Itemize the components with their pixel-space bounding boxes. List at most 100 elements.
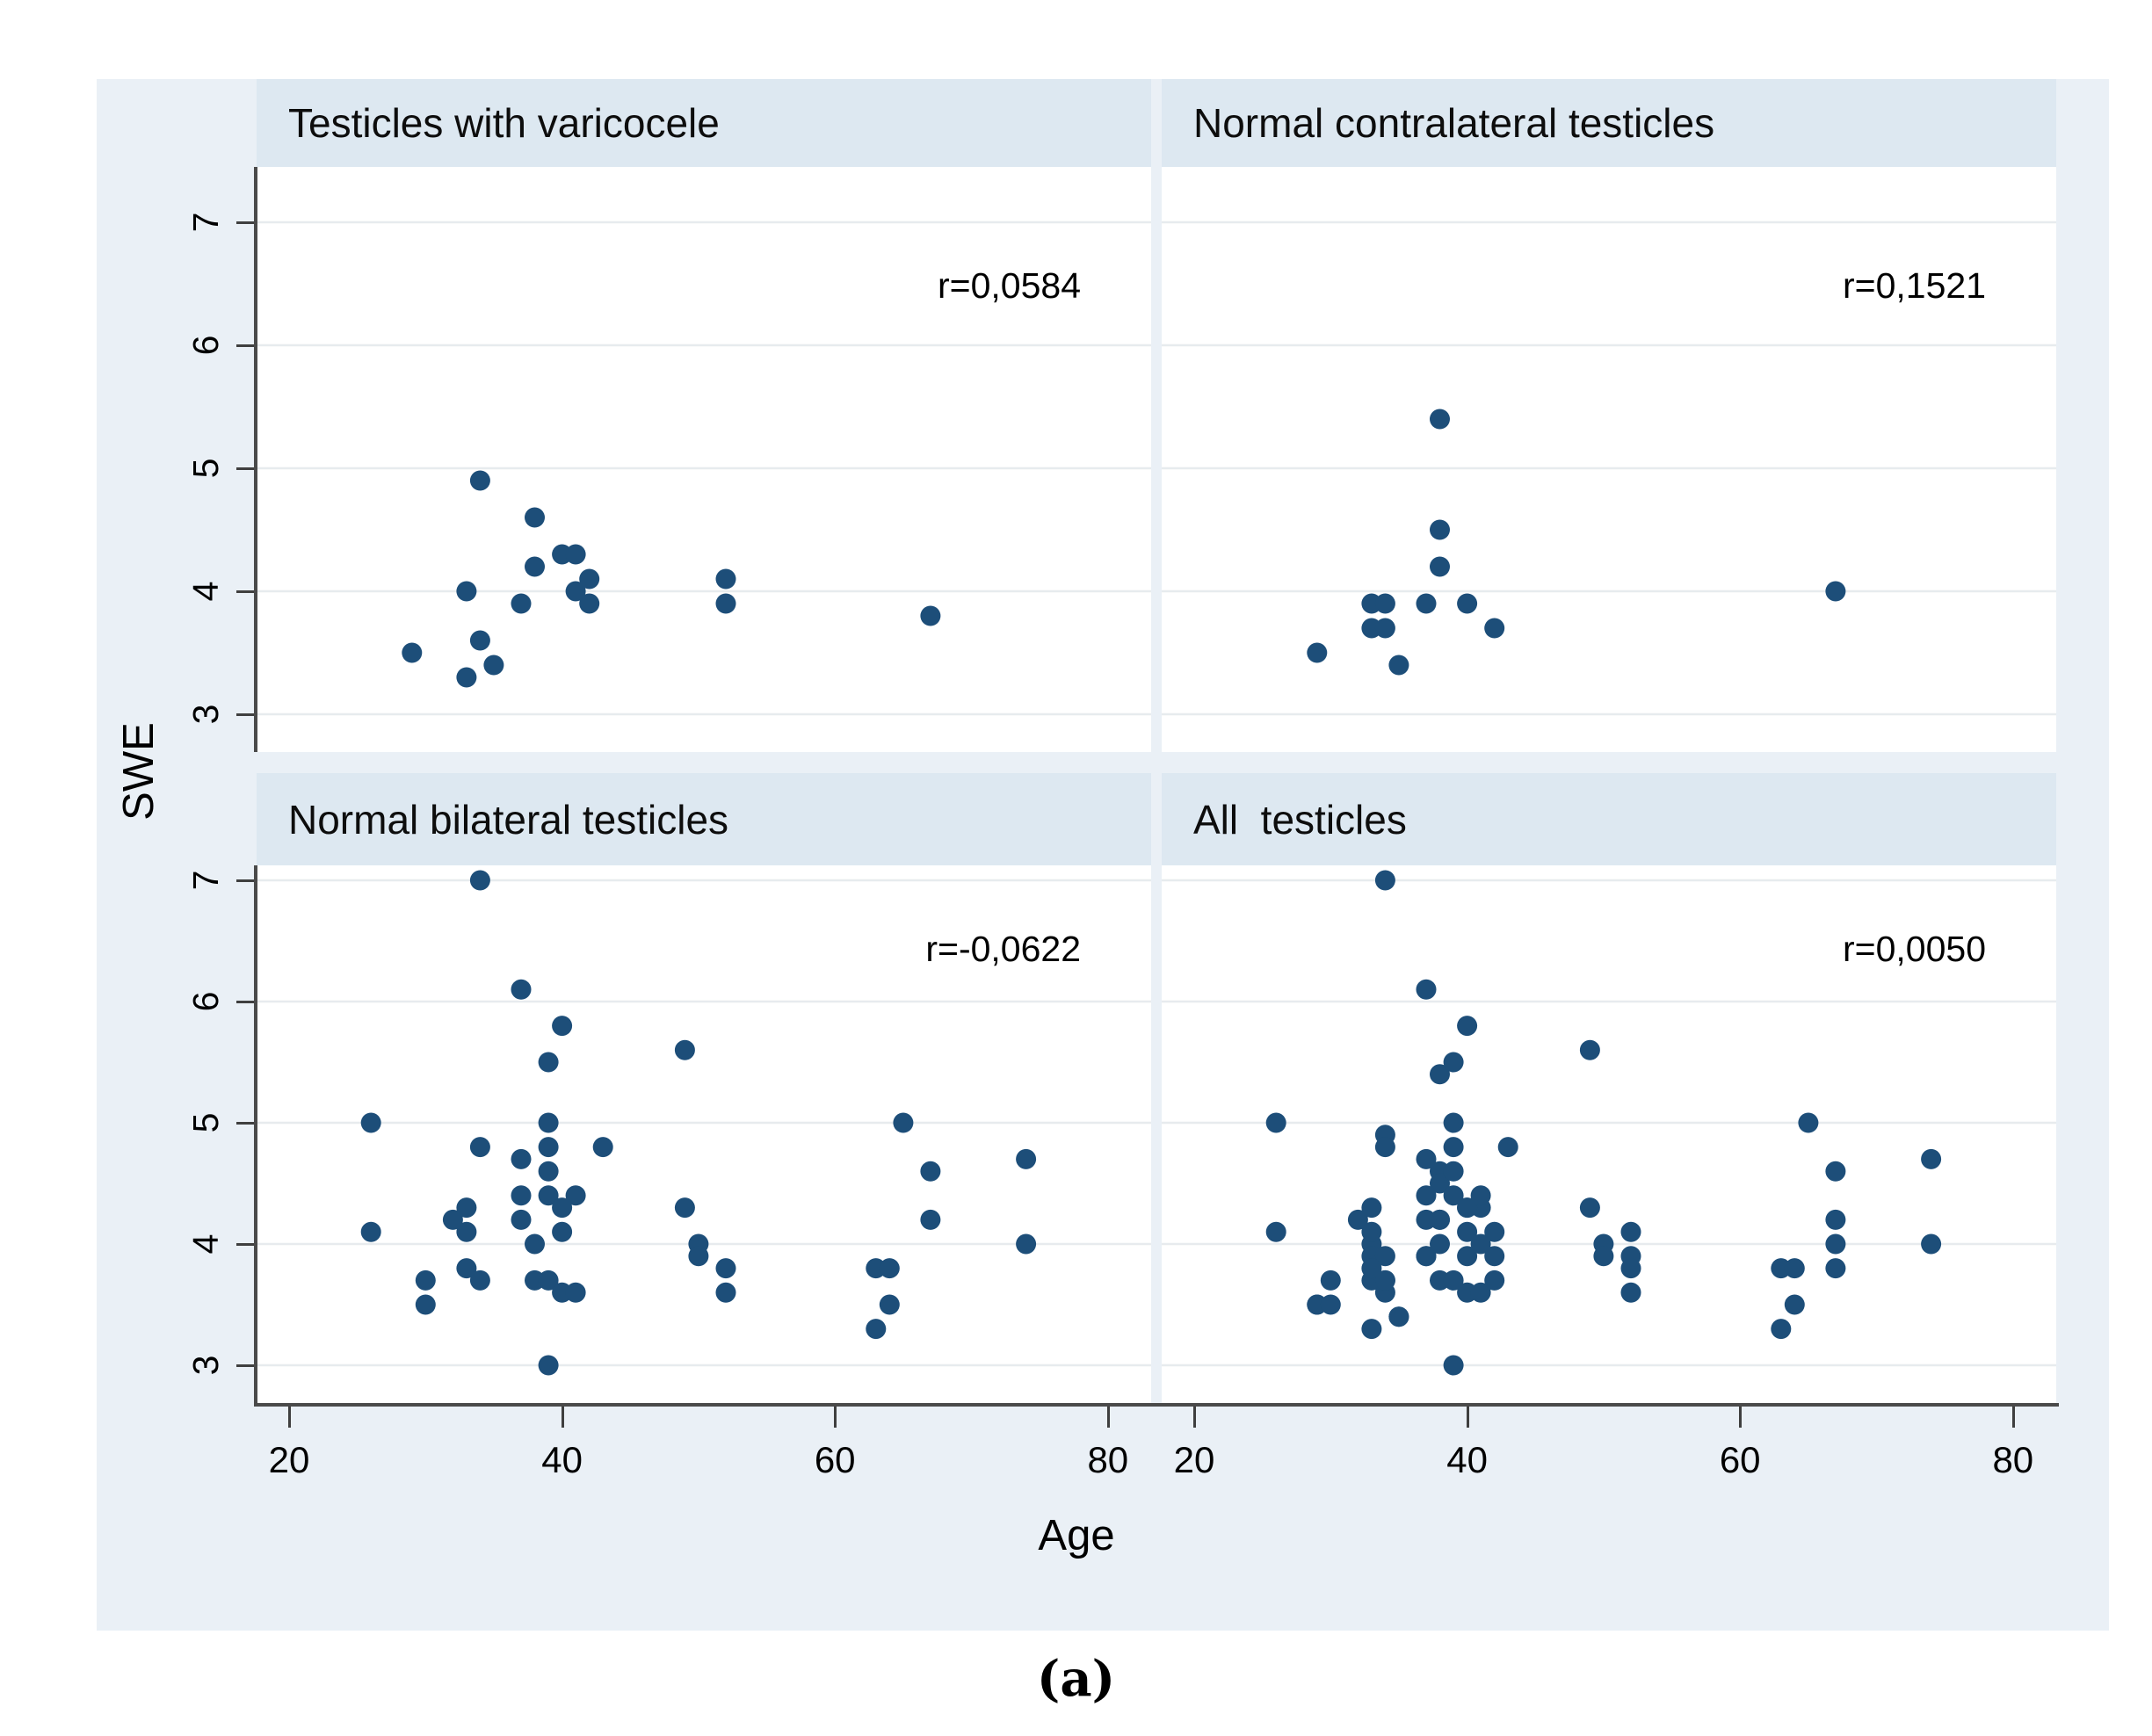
data-point	[1484, 1269, 1505, 1291]
data-point	[866, 1319, 887, 1340]
data-point	[1416, 1246, 1437, 1267]
y-tick-mark	[236, 879, 254, 882]
data-point	[552, 1016, 573, 1037]
data-point	[1443, 1355, 1464, 1376]
data-point	[579, 593, 600, 614]
data-point	[1484, 1246, 1505, 1267]
data-point	[538, 1355, 559, 1376]
data-point	[715, 1258, 736, 1279]
data-point	[1825, 1209, 1846, 1230]
x-tick-mark	[834, 1407, 837, 1428]
data-point	[538, 1137, 559, 1158]
data-point	[525, 1233, 545, 1255]
panel-title: Normal contralateral testicles	[1193, 100, 1715, 146]
x-tick-label: 80	[1992, 1439, 2034, 1480]
data-point	[715, 568, 736, 590]
data-point	[1416, 593, 1437, 614]
data-point	[360, 1112, 381, 1133]
y-tick-mark	[236, 1243, 254, 1246]
data-point	[538, 1161, 559, 1182]
data-point	[1825, 1161, 1846, 1182]
data-point	[469, 870, 490, 891]
data-point	[511, 979, 532, 1000]
scatter-canvas	[1162, 221, 2056, 716]
data-point	[511, 593, 532, 614]
data-point	[1320, 1269, 1341, 1291]
panel-all-plot: r=0,0050	[1162, 865, 2056, 1403]
data-point	[1374, 1269, 1395, 1291]
data-point	[1620, 1258, 1641, 1279]
correlation-label: r=0,0050	[1843, 929, 1986, 969]
data-point	[1374, 593, 1395, 614]
x-tick-label: 40	[1446, 1439, 1488, 1480]
data-point	[552, 1221, 573, 1242]
x-tick-label: 20	[268, 1439, 310, 1480]
data-point	[1825, 581, 1846, 602]
data-point	[538, 1269, 559, 1291]
data-point	[1771, 1319, 1792, 1340]
panel-contralateral-plot: r=0,1521	[1162, 167, 2056, 752]
y-axis-title: SWE	[115, 722, 163, 821]
x-tick-mark	[1193, 1407, 1196, 1428]
data-point	[1921, 1233, 1942, 1255]
data-point	[1265, 1112, 1286, 1133]
data-point	[1484, 1221, 1505, 1242]
y-tick-mark	[236, 1122, 254, 1125]
data-point	[1320, 1294, 1341, 1315]
data-point	[879, 1258, 900, 1279]
data-point	[442, 1209, 463, 1230]
data-point	[456, 1258, 477, 1279]
panel-varicocele-plot: r=0,0584	[257, 167, 1151, 752]
data-point	[1579, 1197, 1600, 1219]
data-point	[538, 1185, 559, 1206]
correlation-label: r=0,1521	[1843, 265, 1986, 306]
data-point	[920, 1209, 941, 1230]
data-point	[469, 630, 490, 651]
data-point	[1593, 1246, 1614, 1267]
x-tick-mark	[1106, 1407, 1110, 1428]
data-point	[1620, 1282, 1641, 1303]
y-tick-mark	[236, 1364, 254, 1367]
y-axis-line	[254, 167, 257, 752]
data-point	[1784, 1258, 1805, 1279]
panel-title: All testicles	[1193, 796, 1407, 843]
y-tick-label: 3	[185, 1355, 226, 1376]
data-point	[1430, 556, 1450, 577]
data-point	[1374, 870, 1395, 891]
y-tick-mark	[236, 467, 254, 470]
data-point	[565, 1185, 586, 1206]
data-point	[1443, 1269, 1464, 1291]
data-point	[1388, 655, 1409, 676]
data-point	[1016, 1148, 1037, 1169]
data-point	[1347, 1209, 1368, 1230]
data-point	[715, 1282, 736, 1303]
x-tick-label: 60	[1719, 1439, 1761, 1480]
data-point	[1798, 1112, 1819, 1133]
data-point	[1361, 1197, 1382, 1219]
data-point	[565, 544, 586, 565]
data-point	[674, 1039, 695, 1060]
y-axis-line	[254, 865, 257, 1403]
data-point	[1470, 1282, 1491, 1303]
data-point	[1430, 1064, 1450, 1085]
data-point	[511, 1148, 532, 1169]
panel-all-header: All testicles	[1162, 773, 2056, 865]
y-tick-label: 5	[185, 1112, 226, 1133]
data-point	[1416, 1185, 1437, 1206]
y-tick-mark	[236, 221, 254, 224]
x-axis-title: Age	[1038, 1512, 1115, 1559]
data-point	[1361, 1258, 1382, 1279]
data-point	[1416, 1148, 1437, 1169]
data-point	[1016, 1233, 1037, 1255]
data-point	[592, 1137, 613, 1158]
data-point	[1307, 642, 1328, 663]
data-point	[1457, 1221, 1478, 1242]
data-point	[538, 1052, 559, 1073]
x-tick-label: 40	[541, 1439, 583, 1480]
figure-caption: (a)	[1036, 1650, 1116, 1708]
data-point	[1620, 1221, 1641, 1242]
data-point	[1361, 1319, 1382, 1340]
data-point	[1484, 618, 1505, 639]
y-tick-label: 7	[185, 212, 226, 233]
data-point	[1443, 1161, 1464, 1182]
